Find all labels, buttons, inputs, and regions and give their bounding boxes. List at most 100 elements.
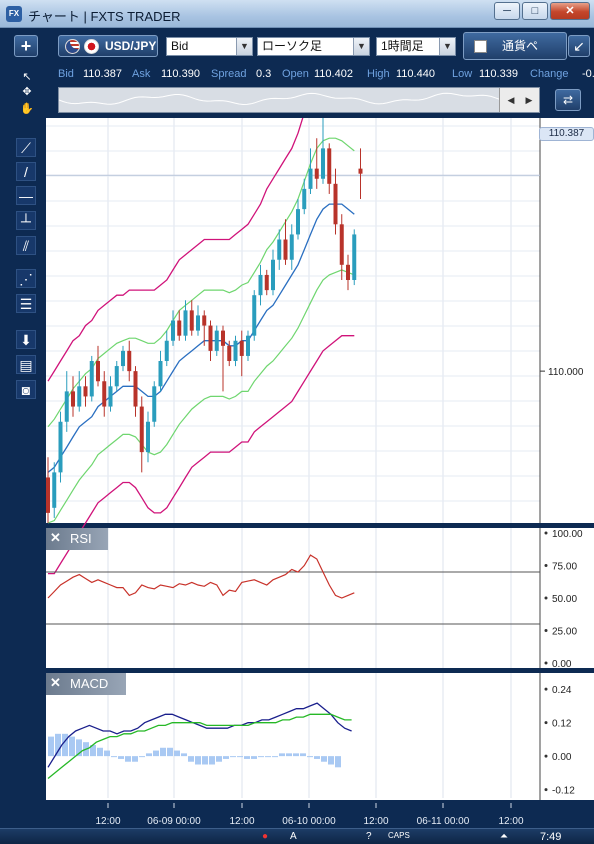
candle-body xyxy=(108,386,113,407)
time-axis-label: 06-10 00:00 xyxy=(282,816,336,827)
macd-tick-dot xyxy=(544,754,548,758)
macd-histogram-bar xyxy=(132,756,138,762)
macd-histogram-bar xyxy=(97,747,103,757)
vertical-line-icon[interactable]: ┴ xyxy=(16,211,36,230)
bid-value: 110.387 xyxy=(83,68,122,80)
candle-body xyxy=(146,421,150,453)
currency-button-label: 通貨ペ xyxy=(502,39,539,53)
tray-expand-icon[interactable]: ⏶ xyxy=(500,831,508,842)
macd-signal-line xyxy=(47,713,352,780)
tray-ime-icon: A xyxy=(290,831,297,842)
candle-body xyxy=(277,239,282,260)
macd-tick-label: 0.12 xyxy=(552,719,572,730)
parallel-lines-icon[interactable]: ⫽ xyxy=(16,236,36,255)
bollinger-upper-line xyxy=(47,118,304,382)
close-rsi-icon[interactable]: ✕ xyxy=(50,530,61,545)
macd-histogram-bar xyxy=(195,756,201,765)
navigator-scrollbar[interactable]: ◀ ▶ xyxy=(499,88,539,112)
chart-area[interactable]: 110.000 100.00 75.00 50.00 25.00 0.00 0.24 0.12… xyxy=(46,118,594,830)
candle-body xyxy=(239,340,244,356)
fan-icon[interactable]: ⋰ xyxy=(16,269,36,288)
hand-icon[interactable]: ✋ xyxy=(20,103,34,115)
macd-tick-label: 0.24 xyxy=(552,685,572,696)
candle-body xyxy=(133,371,138,407)
macd-histogram-bar xyxy=(167,747,173,757)
chart-type-select[interactable]: ローソク足 ▼ xyxy=(257,37,370,56)
macd-histogram-bar xyxy=(258,756,264,758)
rsi-tick-label: 100.00 xyxy=(552,529,583,540)
scroll-right-icon[interactable]: ▶ xyxy=(525,95,533,105)
pointer-icon[interactable]: ↖ xyxy=(22,71,32,83)
macd-tick-label: 0.00 xyxy=(552,752,572,763)
time-axis-bar xyxy=(46,803,594,830)
currency-pair-list-button[interactable]: 通貨ペ xyxy=(463,32,567,60)
price-tick-label: 110.000 xyxy=(548,367,584,378)
price-type-select[interactable]: Bid ▼ xyxy=(166,37,253,56)
candle-body xyxy=(83,386,88,397)
chevron-down-icon: ▼ xyxy=(236,38,252,55)
rsi-tick-label: 25.00 xyxy=(552,627,577,638)
timeframe-select[interactable]: 1時間足 ▼ xyxy=(376,37,456,56)
candle-body xyxy=(221,330,225,346)
candle-body xyxy=(264,274,269,291)
macd-histogram-bar xyxy=(90,744,96,757)
currency-checkbox[interactable] xyxy=(474,40,487,53)
spread-value: 0.3 xyxy=(256,68,272,80)
chart-navigator[interactable]: ◀ ▶ xyxy=(58,87,540,113)
candle-body xyxy=(283,239,288,260)
add-chart-button[interactable]: + xyxy=(14,35,38,57)
low-label: Low xyxy=(452,68,473,80)
macd-histogram-bar xyxy=(146,753,152,757)
candle-body xyxy=(183,310,188,336)
bollinger-lower-line xyxy=(48,335,355,575)
macd-tick-dot xyxy=(544,788,548,792)
high-label: High xyxy=(367,68,390,80)
ask-label: Ask xyxy=(132,68,151,80)
chart-canvas[interactable]: 110.000 100.00 75.00 50.00 25.00 0.00 0.24 0.12… xyxy=(46,118,594,830)
time-axis-label: 06-11 00:00 xyxy=(417,816,470,827)
scroll-left-icon[interactable]: ◀ xyxy=(507,95,515,105)
crosshair-pointer-icon[interactable]: ✥ xyxy=(22,86,32,98)
camera-icon[interactable]: ◙ xyxy=(16,380,36,399)
macd-histogram-bar xyxy=(314,756,320,759)
macd-histogram-bar xyxy=(125,756,131,762)
candle-body xyxy=(352,234,357,280)
popout-button[interactable]: ↙ xyxy=(568,35,590,57)
arrow-down-icon[interactable]: ⬇ xyxy=(16,330,36,349)
chart-toolbar: + USD/JPY Bid ▼ ローソク足 ▼ 1時間足 ▼ 通貨ペ ↙ xyxy=(0,28,594,64)
candle-body xyxy=(96,361,100,382)
candle-body xyxy=(327,148,332,184)
candle-body xyxy=(246,335,250,356)
macd-histogram-bar xyxy=(230,756,236,758)
close-button[interactable]: ✕ xyxy=(550,2,590,20)
macd-histogram-bar xyxy=(69,736,75,757)
candle-body xyxy=(208,325,213,351)
candle-body xyxy=(152,386,157,422)
pin-line-icon[interactable]: ⟋ xyxy=(16,138,36,157)
trend-line-icon[interactable]: / xyxy=(16,162,36,181)
spread-label: Spread xyxy=(211,68,247,80)
candle-body xyxy=(321,148,325,179)
macd-histogram-bar xyxy=(307,756,313,758)
candle-body xyxy=(139,406,144,453)
change-value: -0. xyxy=(582,68,594,80)
close-macd-icon[interactable]: ✕ xyxy=(50,675,61,690)
candle-body xyxy=(314,168,319,179)
minimize-button[interactable]: ─ xyxy=(494,2,520,20)
currency-pair-button[interactable]: USD/JPY xyxy=(58,35,158,57)
app-icon: FX xyxy=(6,6,22,22)
candle-body xyxy=(296,209,300,235)
candle-body xyxy=(339,224,344,265)
list-icon[interactable]: ▤ xyxy=(16,355,36,374)
tray-help-icon: ? xyxy=(366,831,372,842)
horizontal-line-icon[interactable]: — xyxy=(16,186,36,205)
maximize-button[interactable]: □ xyxy=(522,2,548,20)
fibonacci-icon[interactable]: ☰ xyxy=(16,294,36,313)
rsi-tick-dot xyxy=(544,596,548,600)
taskbar: ● A ? CAPS ⏶ 7:49 xyxy=(0,828,594,844)
title-bar[interactable]: FX チャート | FXTS TRADER ─ □ ✕ xyxy=(0,0,594,28)
time-axis-label: 12:00 xyxy=(498,816,523,827)
rsi-tick-label: 50.00 xyxy=(552,594,577,605)
candle-body xyxy=(258,274,263,296)
navigator-sync-button[interactable]: ⇄ xyxy=(555,89,581,111)
